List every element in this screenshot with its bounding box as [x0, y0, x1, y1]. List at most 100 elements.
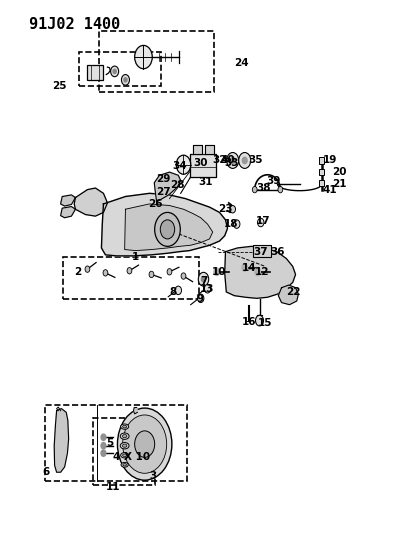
Polygon shape	[60, 207, 75, 217]
Bar	[319, 169, 324, 175]
Circle shape	[123, 415, 167, 473]
Circle shape	[124, 78, 127, 82]
Circle shape	[231, 157, 235, 164]
Text: 20: 20	[332, 167, 347, 177]
Circle shape	[278, 187, 283, 193]
Text: 41: 41	[322, 184, 337, 195]
Polygon shape	[125, 204, 213, 251]
Circle shape	[127, 268, 132, 274]
Circle shape	[255, 268, 260, 276]
Polygon shape	[205, 144, 214, 154]
Circle shape	[117, 408, 172, 480]
Circle shape	[155, 213, 180, 246]
Circle shape	[160, 220, 174, 239]
Circle shape	[197, 294, 204, 303]
Polygon shape	[225, 246, 295, 298]
Text: 25: 25	[52, 81, 66, 91]
Text: 33: 33	[224, 158, 239, 168]
Circle shape	[85, 266, 90, 272]
Text: 26: 26	[148, 199, 163, 209]
Text: 22: 22	[286, 287, 301, 297]
Text: 12: 12	[255, 267, 270, 277]
Bar	[319, 180, 324, 186]
Text: 7: 7	[200, 276, 207, 286]
Text: 11: 11	[106, 482, 120, 492]
Text: X 10: X 10	[124, 453, 150, 463]
Text: 8: 8	[170, 287, 177, 297]
Text: 9: 9	[196, 294, 204, 304]
Circle shape	[198, 272, 209, 286]
Circle shape	[167, 269, 172, 275]
Text: 32: 32	[212, 156, 227, 165]
Polygon shape	[102, 193, 228, 256]
Text: 28: 28	[170, 180, 185, 190]
Text: 91J02 1400: 91J02 1400	[29, 17, 120, 33]
Text: 10: 10	[212, 267, 227, 277]
Ellipse shape	[120, 442, 129, 449]
Text: 34: 34	[172, 161, 187, 171]
Text: 2: 2	[74, 267, 81, 277]
Ellipse shape	[120, 424, 129, 429]
Text: 40: 40	[220, 156, 235, 165]
Text: 5: 5	[106, 438, 113, 448]
Circle shape	[101, 442, 106, 449]
Polygon shape	[74, 188, 108, 216]
Text: 4: 4	[113, 453, 120, 463]
Circle shape	[113, 69, 116, 74]
Circle shape	[135, 45, 152, 69]
Circle shape	[176, 155, 191, 174]
Text: 21: 21	[332, 179, 347, 189]
Circle shape	[175, 286, 181, 295]
Circle shape	[214, 268, 220, 276]
Circle shape	[256, 316, 264, 326]
Polygon shape	[193, 144, 202, 154]
Text: 18: 18	[224, 219, 239, 229]
Ellipse shape	[123, 464, 127, 466]
Text: 30: 30	[193, 158, 208, 168]
Text: 39: 39	[266, 175, 281, 185]
Circle shape	[101, 450, 106, 456]
Polygon shape	[60, 195, 75, 206]
Ellipse shape	[121, 463, 128, 467]
Ellipse shape	[120, 433, 129, 439]
Ellipse shape	[123, 425, 127, 428]
Circle shape	[242, 264, 247, 271]
Circle shape	[242, 157, 247, 164]
Text: 29: 29	[156, 174, 170, 184]
Text: 27: 27	[156, 187, 171, 197]
Bar	[319, 157, 324, 164]
Text: 31: 31	[198, 176, 213, 187]
Circle shape	[230, 206, 235, 213]
Circle shape	[121, 75, 129, 85]
Text: 19: 19	[322, 156, 337, 165]
Circle shape	[101, 434, 106, 440]
Polygon shape	[154, 172, 181, 202]
Text: 38: 38	[256, 183, 271, 193]
Text: 15: 15	[258, 318, 272, 328]
Text: 6: 6	[43, 467, 50, 477]
Polygon shape	[278, 285, 298, 305]
Circle shape	[252, 187, 257, 193]
Circle shape	[239, 152, 251, 168]
Ellipse shape	[123, 454, 127, 457]
Ellipse shape	[120, 453, 129, 458]
Bar	[87, 65, 103, 80]
Circle shape	[103, 270, 108, 276]
Circle shape	[227, 152, 239, 168]
Circle shape	[258, 218, 264, 227]
Text: 37: 37	[253, 247, 268, 257]
Circle shape	[233, 220, 240, 228]
Ellipse shape	[123, 444, 127, 447]
Circle shape	[135, 431, 155, 457]
Circle shape	[181, 273, 186, 279]
Polygon shape	[190, 154, 216, 177]
Circle shape	[204, 285, 211, 293]
Bar	[253, 245, 271, 257]
Ellipse shape	[123, 434, 127, 438]
Polygon shape	[54, 409, 69, 472]
Text: 1: 1	[132, 252, 139, 262]
Circle shape	[111, 66, 118, 77]
Polygon shape	[133, 408, 137, 414]
Text: 24: 24	[234, 59, 249, 68]
Text: 35: 35	[248, 156, 263, 165]
